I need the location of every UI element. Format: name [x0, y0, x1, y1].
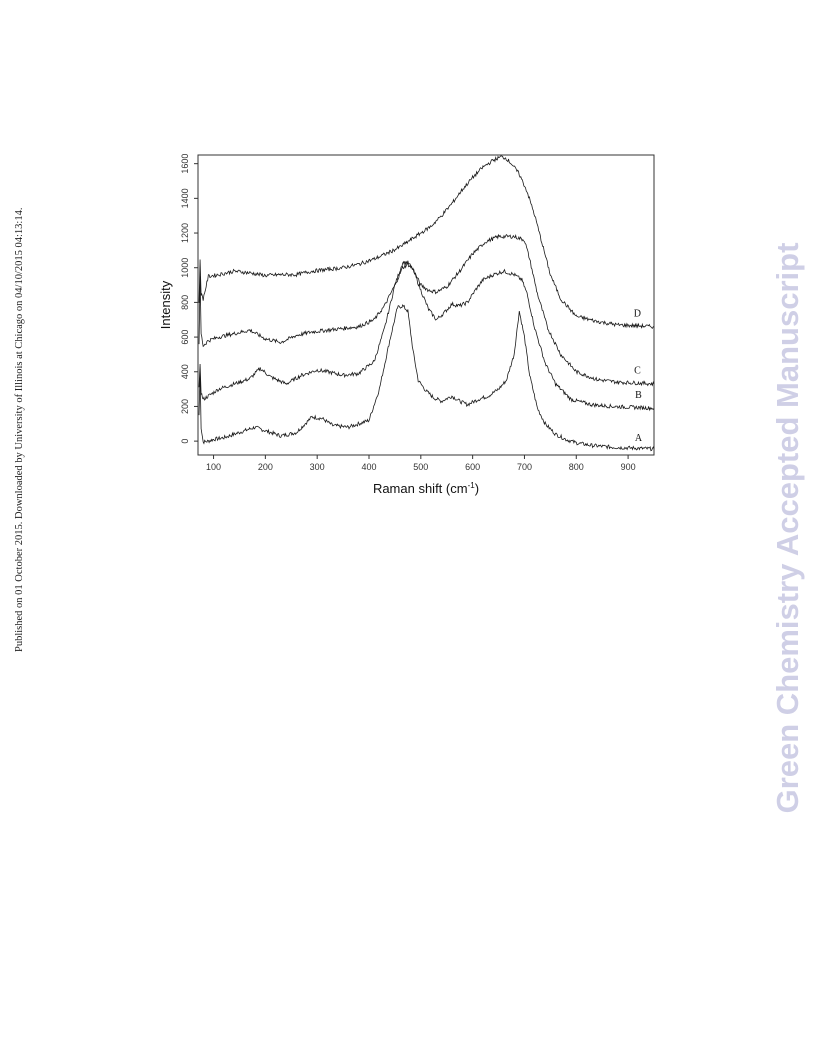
x-tick-label-400: 400	[361, 462, 376, 472]
x-tick-label-700: 700	[517, 462, 532, 472]
series-line-B	[198, 260, 655, 412]
y-axis-ticks: 0 200 400 600 800 1000 1200 1400 1600	[180, 154, 198, 444]
x-tick-label-300: 300	[310, 462, 325, 472]
series-layer	[198, 155, 655, 452]
series-label-B: B	[635, 390, 642, 401]
series-label-A: A	[635, 433, 643, 444]
series-labels: A B C D	[634, 308, 643, 444]
x-axis-title-main: Raman shift (cm	[373, 481, 468, 496]
series-line-D	[198, 155, 655, 329]
watermark-text: Green Chemistry Accepted Manuscript	[770, 242, 805, 814]
x-tick-label-800: 800	[569, 462, 584, 472]
x-axis-title-close: )	[475, 481, 479, 496]
y-tick-label-400: 400	[180, 364, 190, 379]
series-label-C: C	[634, 365, 641, 376]
y-tick-label-800: 800	[180, 295, 190, 310]
publication-note-text: Published on 01 October 2015. Downloaded…	[14, 207, 25, 652]
x-tick-label-200: 200	[258, 462, 273, 472]
x-axis-title-sup: -1	[468, 481, 476, 490]
x-axis-ticks: 100 200 300 400 500 600 700 800 900	[206, 455, 636, 472]
series-line-C	[198, 233, 655, 387]
plot-frame	[197, 154, 655, 456]
y-tick-label-0: 0	[180, 439, 190, 444]
y-tick-label-1000: 1000	[180, 258, 190, 278]
y-tick-label-1200: 1200	[180, 223, 190, 243]
raman-spectrum-chart: 100 200 300 400 500 600 700 800 900 0 200 400 600 80…	[158, 154, 655, 496]
x-tick-label-100: 100	[206, 462, 221, 472]
y-axis-title: Intensity	[158, 280, 173, 329]
y-tick-label-1600: 1600	[180, 154, 190, 174]
series-line-A	[198, 304, 655, 452]
y-tick-label-1400: 1400	[180, 188, 190, 208]
x-axis-title: Raman shift (cm-1)	[373, 481, 479, 496]
series-label-D: D	[634, 308, 641, 319]
x-tick-label-500: 500	[413, 462, 428, 472]
y-tick-label-200: 200	[180, 399, 190, 414]
x-tick-label-900: 900	[621, 462, 636, 472]
y-tick-label-600: 600	[180, 330, 190, 345]
x-tick-label-600: 600	[465, 462, 480, 472]
